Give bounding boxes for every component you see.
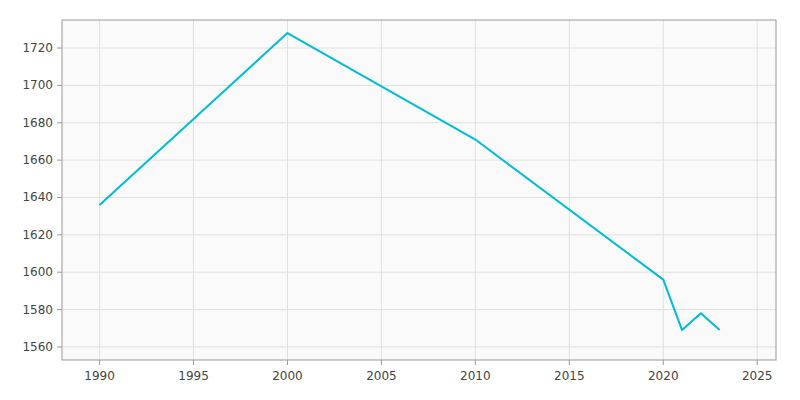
x-tick bbox=[569, 360, 570, 365]
y-grid-line bbox=[62, 272, 776, 273]
x-tick bbox=[475, 360, 476, 365]
x-tick-label: 2020 bbox=[648, 369, 679, 383]
y-grid-line bbox=[62, 309, 776, 310]
y-tick bbox=[57, 160, 62, 161]
y-grid-line bbox=[62, 85, 776, 86]
y-tick-label: 1700 bbox=[22, 78, 53, 92]
chart-container: 1990 1995 2000 2005 2010 2015 2020 2025 1560 1580… bbox=[0, 0, 800, 400]
x-grid-line bbox=[381, 20, 382, 360]
y-tick-label: 1560 bbox=[22, 340, 53, 354]
page: {"chart_data": {"type": "line", "x": [19… bbox=[0, 0, 800, 400]
y-grid-line bbox=[62, 197, 776, 198]
x-grid-line bbox=[287, 20, 288, 360]
y-tick-label: 1660 bbox=[22, 153, 53, 167]
y-tick bbox=[57, 85, 62, 86]
x-tick bbox=[381, 360, 382, 365]
y-tick-label: 1620 bbox=[22, 228, 53, 242]
y-grid-line bbox=[62, 346, 776, 347]
x-grid-line bbox=[757, 20, 758, 360]
y-grid-line bbox=[62, 48, 776, 49]
plot-frame bbox=[62, 20, 776, 360]
x-tick bbox=[99, 360, 100, 365]
y-grid-line bbox=[62, 234, 776, 235]
plot-background bbox=[62, 20, 776, 360]
x-grid-line bbox=[99, 20, 100, 360]
x-grid-line bbox=[193, 20, 194, 360]
grid bbox=[62, 20, 776, 360]
x-grid-line bbox=[569, 20, 570, 360]
y-tick-label: 1640 bbox=[22, 190, 53, 204]
y-tick-label: 1680 bbox=[22, 116, 53, 130]
x-tick bbox=[757, 360, 758, 365]
y-tick bbox=[57, 234, 62, 235]
y-tick bbox=[57, 346, 62, 347]
y-grid-line bbox=[62, 122, 776, 123]
x-tick bbox=[287, 360, 288, 365]
y-grid-line bbox=[62, 160, 776, 161]
data bbox=[100, 33, 720, 330]
x-tick-label: 2000 bbox=[272, 369, 303, 383]
x-tick bbox=[663, 360, 664, 365]
chart: 1990 1995 2000 2005 2010 2015 2020 2025 1560 1580… bbox=[0, 0, 800, 400]
x-tick-label: 1990 bbox=[84, 369, 115, 383]
data-line bbox=[100, 33, 720, 330]
x-tick-label: 1995 bbox=[178, 369, 209, 383]
y-tick bbox=[57, 309, 62, 310]
y-tick-label: 1600 bbox=[22, 265, 53, 279]
y-tick-label: 1580 bbox=[22, 303, 53, 317]
x-tick-label: 2005 bbox=[366, 369, 397, 383]
x-tick-label: 2025 bbox=[742, 369, 773, 383]
axes: 1990 1995 2000 2005 2010 2015 2020 2025 1560 1580… bbox=[22, 41, 772, 383]
x-grid-line bbox=[475, 20, 476, 360]
y-tick bbox=[57, 48, 62, 49]
y-tick-label: 1720 bbox=[22, 41, 53, 55]
x-tick bbox=[193, 360, 194, 365]
x-tick-label: 2015 bbox=[554, 369, 585, 383]
y-tick bbox=[57, 272, 62, 273]
x-grid-line bbox=[663, 20, 664, 360]
y-tick bbox=[57, 197, 62, 198]
x-tick-label: 2010 bbox=[460, 369, 491, 383]
y-tick bbox=[57, 122, 62, 123]
